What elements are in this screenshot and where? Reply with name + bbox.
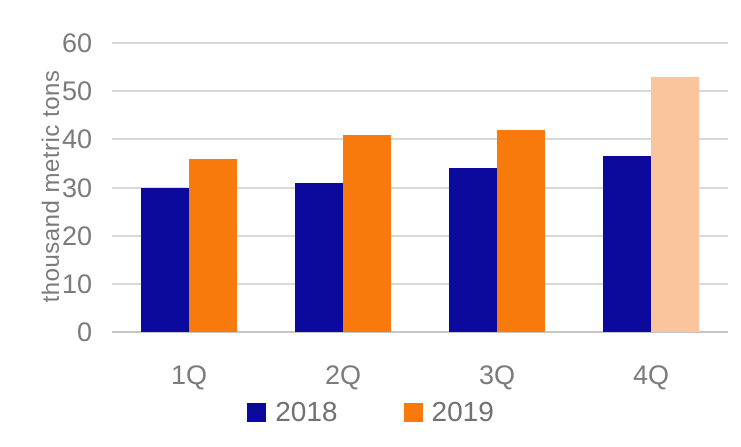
y-tick-label-20: 20 — [61, 220, 92, 251]
gridline-60 — [112, 42, 728, 44]
bar-2019-2Q — [343, 134, 391, 332]
bar-2018-4Q — [603, 156, 651, 332]
bar-2018-2Q — [295, 182, 343, 332]
bar-2018-1Q — [141, 187, 189, 332]
y-tick-label-60: 60 — [61, 28, 92, 58]
y-tick-label-0: 0 — [76, 317, 92, 347]
gridline-40 — [112, 138, 728, 141]
bar-2019-4Q — [651, 76, 699, 332]
legend-swatch-2019-icon — [403, 402, 423, 422]
gridline-30 — [112, 186, 728, 189]
bar-2019-3Q — [497, 129, 545, 332]
gridline-10 — [112, 282, 728, 285]
legend-item-2018: 2018 — [247, 396, 338, 428]
legend: 2018 2019 — [0, 396, 741, 428]
gridline-0 — [112, 331, 728, 333]
gridline-50 — [112, 90, 728, 93]
bar-2018-3Q — [449, 168, 497, 332]
legend-label-2019: 2019 — [431, 396, 494, 427]
x-label-4Q: 4Q — [632, 360, 670, 390]
legend-swatch-2018-icon — [247, 402, 267, 422]
y-tick-label-40: 40 — [61, 124, 92, 155]
x-label-3Q: 3Q — [478, 360, 516, 390]
bar-2019-1Q — [189, 158, 237, 332]
y-tick-label-50: 50 — [61, 76, 92, 107]
y-tick-label-10: 10 — [61, 268, 92, 299]
gridline-20 — [112, 234, 728, 237]
plot-area — [112, 42, 728, 333]
legend-label-2018: 2018 — [275, 396, 338, 427]
y-tick-label-30: 30 — [61, 172, 92, 203]
x-label-2Q: 2Q — [324, 360, 362, 390]
legend-item-2019: 2019 — [403, 396, 494, 428]
x-label-1Q: 1Q — [170, 360, 208, 390]
